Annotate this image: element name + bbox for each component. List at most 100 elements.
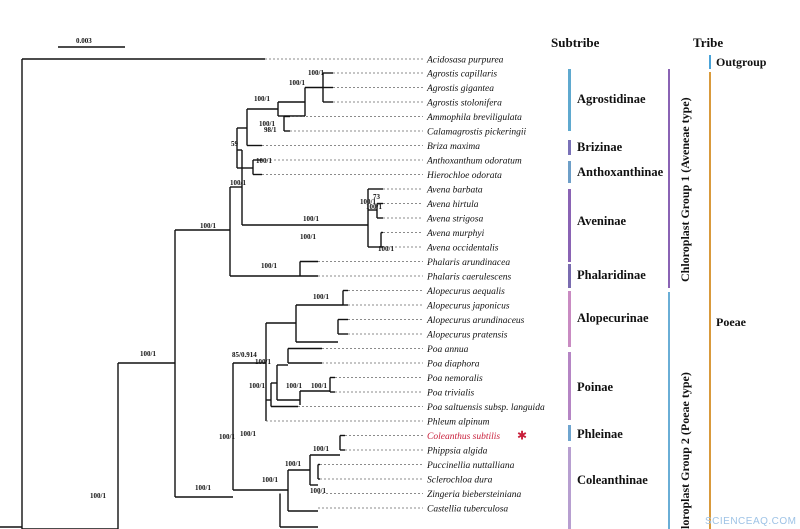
- taxon-label: Alopecurus japonicus: [426, 301, 510, 311]
- support-label: 85/0.914: [232, 351, 257, 359]
- support-label: 100/1: [285, 460, 301, 468]
- support-label: 100/1: [140, 350, 156, 358]
- support-label: 100/1: [195, 484, 211, 492]
- taxon-label: Agrostis capillaris: [426, 69, 497, 79]
- support-label: 100/1: [255, 358, 271, 366]
- support-label: 100/1: [313, 293, 329, 301]
- taxon-label: Avena murphyi: [426, 229, 485, 239]
- subtribe-header: Subtribe: [551, 35, 600, 50]
- subtribe-bar: [568, 161, 571, 183]
- watermark-text: SCIENCEAQ.COM: [705, 516, 797, 527]
- tip-leader-lines: [262, 58, 423, 509]
- subtribe-bar: [568, 425, 571, 441]
- taxon-label: Avena occidentalis: [426, 243, 499, 253]
- taxon-label: Agrostis stolonifera: [426, 97, 502, 108]
- group1-label: Chloroplast Group 1 (Aveneae type): [678, 97, 692, 282]
- support-label: 100/1: [313, 445, 329, 453]
- outgroup-bar: [709, 55, 711, 69]
- subtribe-bar: [568, 140, 571, 155]
- subtribe-bar: [568, 264, 571, 288]
- subtribe-label: Agrostidinae: [577, 92, 646, 106]
- support-label: 100/1: [286, 382, 302, 390]
- subtribe-bar: [568, 352, 571, 420]
- support-label: 100/1: [254, 95, 270, 103]
- support-label: 100/1: [90, 492, 106, 500]
- tribe-outgroup-label: Outgroup: [716, 55, 767, 69]
- subtribe-label: Anthoxanthinae: [577, 165, 664, 179]
- support-label: 100/1: [200, 222, 216, 230]
- tree-branches: [0, 46, 383, 529]
- subtribe-label: Aveninae: [577, 214, 627, 228]
- taxon-label: Agrostis gigantea: [426, 84, 494, 94]
- support-label: 100/1: [261, 262, 277, 270]
- support-label: 100/1: [249, 382, 265, 390]
- support-label: 100/1: [240, 430, 256, 438]
- subtribe-label: Coleanthinae: [577, 473, 648, 487]
- taxon-label: Castellia tuberculosa: [427, 504, 508, 514]
- group2-bar: [668, 292, 670, 529]
- taxon-label: Coleanthus subtilis: [427, 432, 500, 442]
- tribe-poeae-label: Poeae: [716, 315, 747, 329]
- taxon-label: Alopecurus pratensis: [426, 330, 508, 340]
- subtribe-label: Poinae: [577, 380, 614, 394]
- taxon-label: Hierochloe odorata: [426, 171, 502, 181]
- taxon-label: Alopecurus aequalis: [426, 287, 505, 297]
- group1-bar: [668, 69, 670, 288]
- group2-label: loroplast Group 2 (Poeae type): [678, 372, 692, 529]
- support-label: 100/1: [300, 233, 316, 241]
- taxon-label: Phalaris arundinacea: [426, 258, 510, 268]
- support-label: 100/1: [289, 79, 305, 87]
- taxon-label: Poa annua: [426, 345, 469, 355]
- taxon-label: Zingeria biebersteiniana: [427, 490, 521, 500]
- support-label: 73: [373, 193, 381, 201]
- taxon-label: Calamagrostis pickeringii: [427, 127, 526, 137]
- support-label: 100/1: [230, 179, 246, 187]
- poeae-bar: [709, 72, 711, 529]
- taxon-label: Poa nemoralis: [426, 374, 483, 384]
- taxon-label: Phleum alpinum: [426, 417, 490, 427]
- support-label: 100/1: [308, 69, 324, 77]
- support-label: 100/1: [259, 120, 275, 128]
- scale-bar-label: 0.003: [76, 37, 92, 45]
- support-label: 100/1: [360, 198, 376, 206]
- taxon-label: Alopecurus arundinaceus: [426, 316, 525, 326]
- subtribe-bar: [568, 189, 571, 262]
- taxon-label: Avena strigosa: [426, 214, 483, 224]
- subtribe-label: Phleinae: [577, 427, 623, 441]
- taxon-label: Poa diaphora: [426, 359, 480, 369]
- support-label: 100/1: [378, 245, 394, 253]
- taxon-label: Acidosasa purpurea: [426, 55, 504, 65]
- tip-labels: Acidosasa purpurea Agrostis capillaris Agr…: [426, 55, 545, 514]
- highlight-star-icon: ✱: [517, 429, 527, 443]
- subtribe-bar: [568, 447, 571, 529]
- subtribe-label: Alopecurinae: [577, 311, 649, 325]
- subtribe-label: Phalaridinae: [577, 268, 646, 282]
- subtribe-label: Brizinae: [577, 140, 623, 154]
- taxon-label: Poa saltuensis subsp. languida: [426, 403, 545, 413]
- taxon-label: Sclerochloa dura: [427, 475, 493, 485]
- support-label: 100/1: [219, 433, 235, 441]
- support-label: 100/1: [366, 203, 382, 211]
- support-label: 100/1: [310, 487, 326, 495]
- tribe-header: Tribe: [693, 35, 723, 50]
- taxon-label: Anthoxanthum odoratum: [426, 156, 522, 166]
- taxon-label: Phippsia algida: [426, 446, 488, 456]
- taxon-label: Puccinellia nuttalliana: [426, 461, 515, 471]
- taxon-label: Ammophila breviligulata: [426, 113, 522, 123]
- taxon-label: Avena hirtula: [426, 200, 479, 210]
- support-label: 100/1: [256, 157, 272, 165]
- annotations: ✱ 0.003 Subtribe Tribe Agrostidinae Brizinae A…: [76, 35, 797, 529]
- taxon-label: Avena barbata: [426, 185, 483, 195]
- taxon-label: Poa trivialis: [426, 388, 475, 398]
- support-label: 100/1: [262, 476, 278, 484]
- support-label: 59: [231, 140, 239, 148]
- taxon-label: Briza maxima: [427, 142, 480, 152]
- support-label: 100/1: [303, 215, 319, 223]
- support-label: 98/1: [264, 126, 277, 134]
- clade-bars: [568, 55, 711, 529]
- node-support-labels: 100/1100/1100/198/1100/1100/159100/17310…: [90, 69, 394, 500]
- subtribe-bar: [568, 69, 571, 131]
- subtribe-bar: [568, 291, 571, 347]
- support-label: 100/1: [311, 382, 327, 390]
